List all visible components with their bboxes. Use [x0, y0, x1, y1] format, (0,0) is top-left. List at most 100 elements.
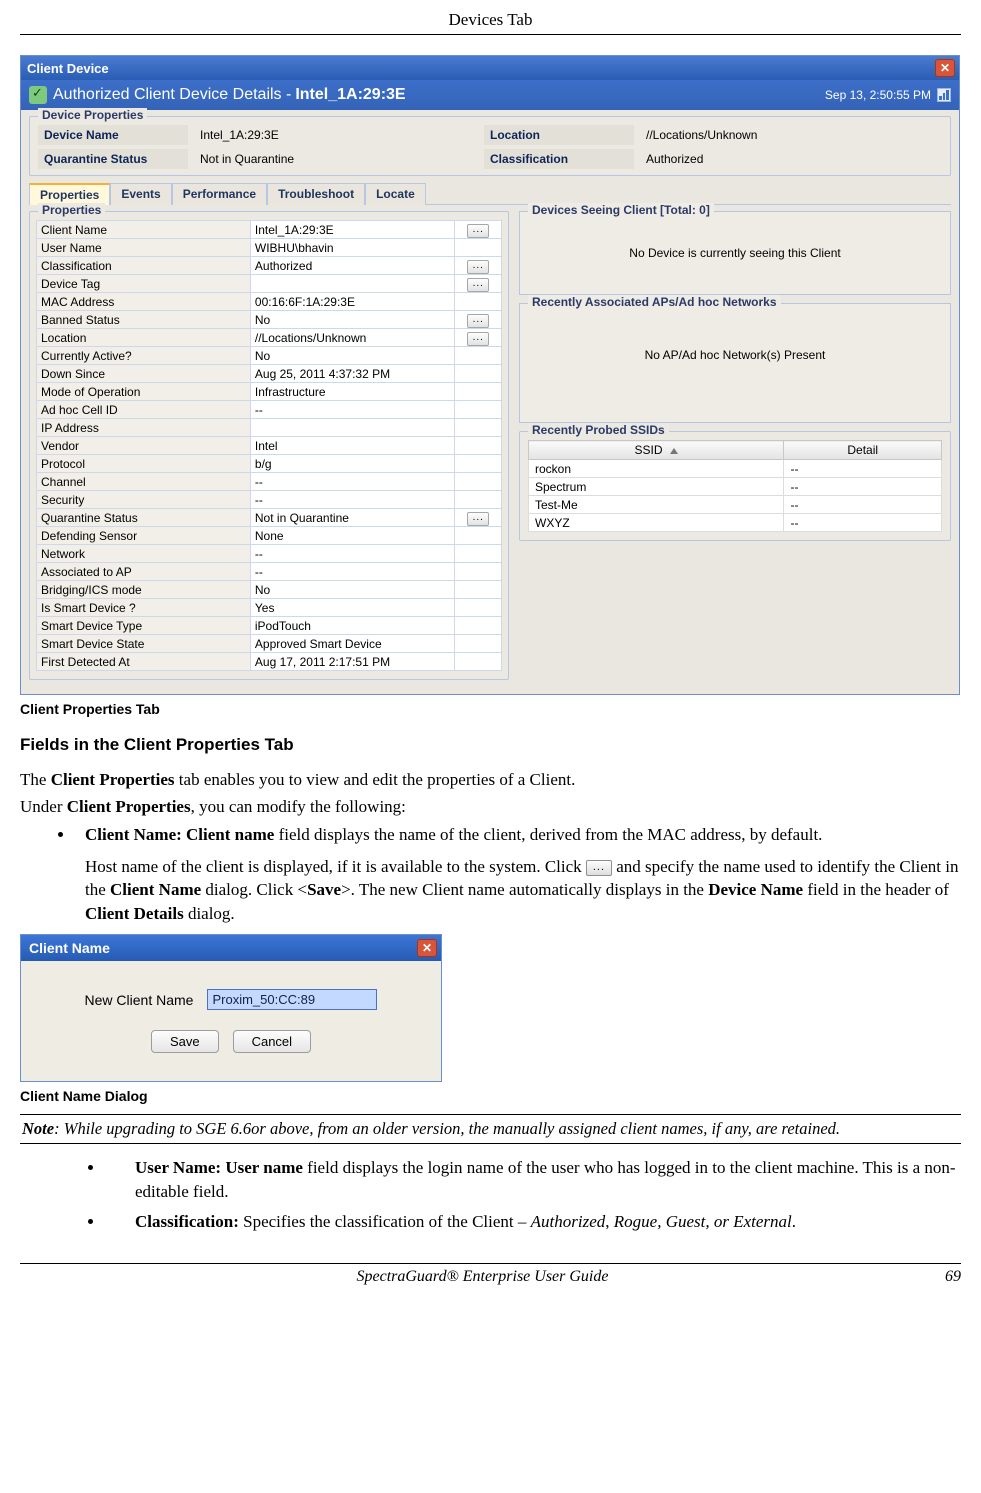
screenshot2-caption: Client Name Dialog — [20, 1088, 961, 1104]
bullet-classification: Classification: Specifies the classifica… — [105, 1210, 961, 1234]
tab-properties[interactable]: Properties — [29, 183, 110, 205]
ellipsis-button[interactable]: ... — [467, 332, 489, 346]
tab-events[interactable]: Events — [110, 183, 171, 205]
ellipsis-icon: ... — [586, 860, 612, 876]
dialog-field-label: New Client Name — [85, 992, 194, 1008]
table-row: Currently Active?No — [37, 347, 502, 365]
recently-probed-legend: Recently Probed SSIDs — [528, 423, 669, 437]
table-row: User NameWIBHU\bhavin — [37, 239, 502, 257]
device-properties-fieldset: Device Properties Device Name Intel_1A:2… — [29, 116, 951, 176]
intro-para-2: Under Client Properties, you can modify … — [20, 796, 961, 819]
detail-col-header[interactable]: Detail — [784, 441, 942, 460]
table-row: Client NameIntel_1A:29:3E... — [37, 221, 502, 239]
close-icon[interactable]: ✕ — [417, 939, 437, 957]
bullet-client-name: Client Name: Client name field displays … — [75, 823, 961, 926]
table-row: IP Address — [37, 419, 502, 437]
table-row: rockon-- — [529, 460, 942, 478]
devices-seeing-message: No Device is currently seeing this Clien… — [629, 246, 840, 260]
save-button[interactable]: Save — [151, 1030, 219, 1053]
shield-icon — [29, 86, 47, 104]
table-row: MAC Address00:16:6F:1A:29:3E — [37, 293, 502, 311]
sort-asc-icon — [670, 448, 678, 454]
dp-location-value: //Locations/Unknown — [642, 126, 922, 144]
subheader-time: Sep 13, 2:50:55 PM — [825, 88, 931, 102]
window-subheader: Authorized Client Device Details - Intel… — [21, 80, 959, 110]
intro-para-1: The Client Properties tab enables you to… — [20, 769, 961, 792]
table-row: Test-Me-- — [529, 496, 942, 514]
note-box: Note: While upgrading to SGE 6.6or above… — [20, 1114, 961, 1144]
dp-device-name-value: Intel_1A:29:3E — [196, 126, 476, 144]
tab-performance[interactable]: Performance — [172, 183, 267, 205]
dp-classification-value: Authorized — [642, 150, 922, 168]
devices-seeing-panel: Devices Seeing Client [Total: 0] No Devi… — [519, 211, 951, 295]
recently-associated-legend: Recently Associated APs/Ad hoc Networks — [528, 295, 781, 309]
dialog-title: Client Name — [29, 940, 110, 956]
dp-location-label: Location — [484, 125, 634, 145]
table-row: Protocolb/g — [37, 455, 502, 473]
table-row: Defending SensorNone — [37, 527, 502, 545]
table-row: Banned StatusNo... — [37, 311, 502, 329]
dp-quarantine-value: Not in Quarantine — [196, 150, 476, 168]
header-rule — [20, 34, 961, 35]
footer-page-number: 69 — [945, 1268, 961, 1286]
table-row: Location//Locations/Unknown... — [37, 329, 502, 347]
ellipsis-button[interactable]: ... — [467, 512, 489, 526]
recently-associated-message: No AP/Ad hoc Network(s) Present — [645, 348, 826, 362]
table-row: Channel-- — [37, 473, 502, 491]
dp-device-name-label: Device Name — [38, 125, 188, 145]
table-row: ClassificationAuthorized... — [37, 257, 502, 275]
bullet-user-name: User Name: User name field displays the … — [105, 1156, 961, 1204]
recently-associated-panel: Recently Associated APs/Ad hoc Networks … — [519, 303, 951, 423]
cancel-button[interactable]: Cancel — [233, 1030, 311, 1053]
window-titlebar: Client Device ✕ — [21, 56, 959, 80]
chart-icon[interactable] — [937, 88, 951, 102]
properties-legend: Properties — [38, 203, 105, 217]
footer-title: SpectraGuard® Enterprise User Guide — [357, 1268, 609, 1286]
table-row: Mode of OperationInfrastructure — [37, 383, 502, 401]
section-heading: Fields in the Client Properties Tab — [20, 735, 961, 755]
tab-locate[interactable]: Locate — [365, 183, 426, 205]
ellipsis-button[interactable]: ... — [467, 278, 489, 292]
client-device-window: Client Device ✕ Authorized Client Device… — [20, 55, 960, 695]
close-icon[interactable]: ✕ — [935, 59, 955, 77]
tab-bar: PropertiesEventsPerformanceTroubleshootL… — [29, 182, 951, 205]
ellipsis-button[interactable]: ... — [467, 314, 489, 328]
subheader-device-name: Intel_1A:29:3E — [295, 86, 405, 104]
dp-classification-label: Classification — [484, 149, 634, 169]
table-row: First Detected AtAug 17, 2011 2:17:51 PM — [37, 653, 502, 671]
recently-probed-panel: Recently Probed SSIDs SSID Detailrockon-… — [519, 431, 951, 541]
client-name-input[interactable] — [207, 989, 377, 1010]
ssid-col-header[interactable]: SSID — [529, 441, 784, 460]
footer: SpectraGuard® Enterprise User Guide 69 — [20, 1268, 961, 1286]
ellipsis-button[interactable]: ... — [467, 260, 489, 274]
device-properties-legend: Device Properties — [38, 108, 147, 122]
tab-troubleshoot[interactable]: Troubleshoot — [267, 183, 365, 205]
ellipsis-button[interactable]: ... — [467, 224, 489, 238]
page-header: Devices Tab — [20, 10, 961, 30]
properties-fieldset: Properties Client NameIntel_1A:29:3E...U… — [29, 211, 509, 680]
table-row: Security-- — [37, 491, 502, 509]
window-title: Client Device — [27, 61, 109, 76]
table-row: Quarantine StatusNot in Quarantine... — [37, 509, 502, 527]
table-row: WXYZ-- — [529, 514, 942, 532]
table-row: Ad hoc Cell ID-- — [37, 401, 502, 419]
properties-table: Client NameIntel_1A:29:3E...User NameWIB… — [36, 220, 502, 671]
client-name-dialog: Client Name ✕ New Client Name Save Cance… — [20, 934, 442, 1082]
ssid-table: SSID Detailrockon--Spectrum--Test-Me--WX… — [528, 440, 942, 532]
footer-rule — [20, 1263, 961, 1264]
table-row: Smart Device TypeiPodTouch — [37, 617, 502, 635]
screenshot1-caption: Client Properties Tab — [20, 701, 961, 717]
table-row: Spectrum-- — [529, 478, 942, 496]
table-row: VendorIntel — [37, 437, 502, 455]
table-row: Network-- — [37, 545, 502, 563]
dialog-titlebar: Client Name ✕ — [21, 935, 441, 961]
table-row: Is Smart Device ?Yes — [37, 599, 502, 617]
subheader-prefix: Authorized Client Device Details - — [53, 86, 291, 104]
table-row: Down SinceAug 25, 2011 4:37:32 PM — [37, 365, 502, 383]
table-row: Smart Device StateApproved Smart Device — [37, 635, 502, 653]
table-row: Device Tag... — [37, 275, 502, 293]
devices-seeing-legend: Devices Seeing Client [Total: 0] — [528, 203, 714, 217]
table-row: Associated to AP-- — [37, 563, 502, 581]
dp-quarantine-label: Quarantine Status — [38, 149, 188, 169]
table-row: Bridging/ICS modeNo — [37, 581, 502, 599]
